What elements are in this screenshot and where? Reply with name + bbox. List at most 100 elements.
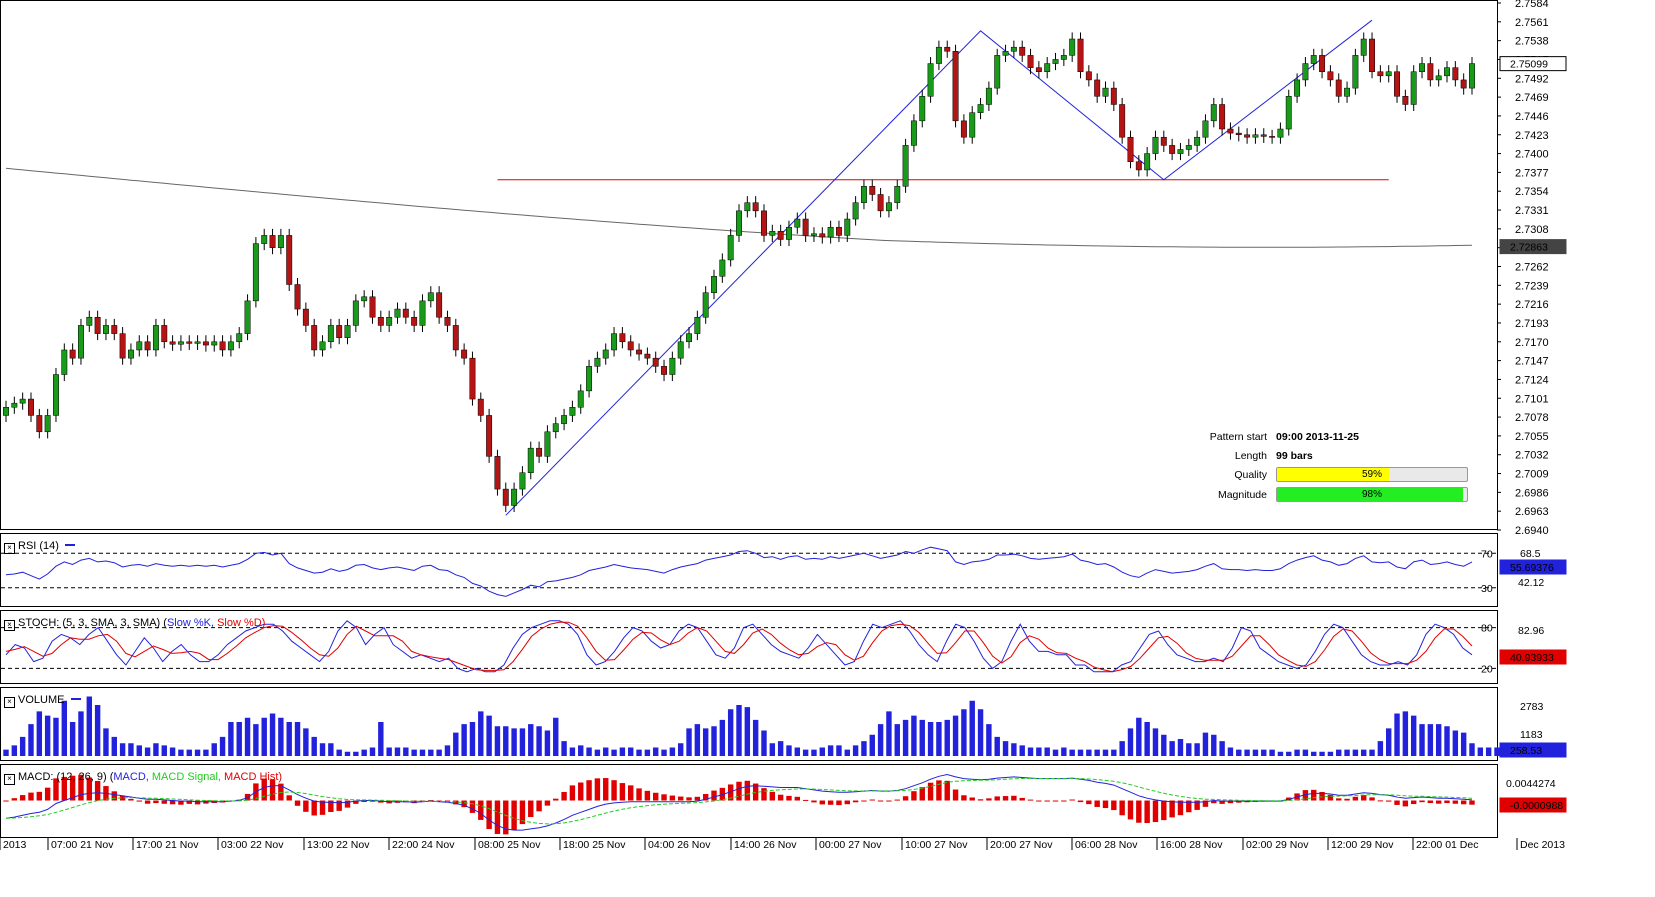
close-icon[interactable]: × xyxy=(4,620,15,631)
candle-body xyxy=(569,407,576,416)
quality-bar-fill xyxy=(1277,468,1390,481)
candle-body xyxy=(1169,145,1176,154)
volume-bar xyxy=(719,719,726,756)
volume-bar xyxy=(469,722,476,756)
macd-hist-bar xyxy=(644,790,651,801)
volume-bar xyxy=(644,749,651,756)
time-label: 22:00 24 Nov xyxy=(392,839,455,850)
rsi-panel xyxy=(0,533,1498,607)
quality-value: 59% xyxy=(1361,469,1382,480)
rsi-level-label: 30 xyxy=(1481,583,1493,595)
macd-hist-bar xyxy=(469,800,476,813)
candle-body xyxy=(1385,71,1392,77)
candle-body xyxy=(1419,63,1425,72)
quality-label: Quality xyxy=(1234,469,1267,481)
close-icon[interactable]: × xyxy=(4,697,15,708)
macd-hist-bar xyxy=(328,800,334,812)
volume-bar xyxy=(819,747,826,756)
macd-hist-bar xyxy=(769,791,776,801)
pattern-lines xyxy=(505,19,1373,516)
price-label: 2.7469 xyxy=(1515,92,1549,104)
rsi-lines: 70 30 68.5 42.12 xyxy=(1,546,1544,597)
candle-body xyxy=(619,333,626,343)
close-icon[interactable]: × xyxy=(4,774,15,785)
macd-hist-bar xyxy=(194,800,201,805)
length-label: Length xyxy=(1234,450,1267,462)
candle-body xyxy=(711,276,717,293)
candle-body xyxy=(552,423,559,433)
volume-bar xyxy=(211,743,217,756)
candle-body xyxy=(161,325,168,343)
volume-bar xyxy=(1469,743,1475,756)
macd-hist-bar xyxy=(977,799,984,801)
candle-body xyxy=(1435,75,1442,81)
price-label: 2.7239 xyxy=(1515,280,1549,292)
candle-body xyxy=(1027,55,1034,68)
pattern-start-value: 09:00 2013-11-25 xyxy=(1276,431,1359,443)
candle-body xyxy=(311,325,318,351)
time-label: 00:00 27 Nov xyxy=(819,839,882,850)
volume-bars: 2783 1183 xyxy=(3,696,1567,756)
candle-body xyxy=(561,415,568,424)
volume-bar xyxy=(303,728,309,756)
candle-body xyxy=(1452,67,1459,81)
close-icon[interactable]: × xyxy=(4,543,15,554)
volume-bar xyxy=(736,705,742,756)
candle-body xyxy=(827,226,834,238)
candle-body xyxy=(1302,63,1309,81)
candle-body xyxy=(669,357,676,375)
macd-hist-bar xyxy=(1227,800,1234,804)
candle-body xyxy=(377,316,384,326)
macd-hist-bar xyxy=(311,800,317,816)
macd-hist-bar xyxy=(919,787,925,801)
macd-open-paren: ( xyxy=(109,771,114,783)
volume-bar xyxy=(403,747,409,756)
macd-hist-bar xyxy=(1419,800,1425,803)
macd-signal-line xyxy=(5,777,1473,825)
macd-hist-bar xyxy=(1211,800,1217,804)
volume-bar xyxy=(386,747,392,756)
volume-bar xyxy=(1427,724,1434,756)
rsi-scale-label: 68.5 xyxy=(1520,548,1541,560)
candle-body xyxy=(969,112,976,138)
macd-hist-bar xyxy=(1435,800,1442,804)
candle-body xyxy=(386,316,393,326)
rsi-header: × RSI (14) xyxy=(4,540,76,554)
macd-hist-bar xyxy=(869,799,875,801)
macd-hist-bar xyxy=(186,800,192,804)
volume-bar xyxy=(844,749,850,756)
volume-title: VOLUME xyxy=(18,694,65,706)
candle-body xyxy=(236,333,243,343)
macd-hist-bar xyxy=(486,800,492,830)
price-label: 2.7262 xyxy=(1515,262,1549,274)
volume-bar xyxy=(586,747,592,756)
macd-hist-bar xyxy=(1069,799,1075,801)
volume-bar xyxy=(528,724,534,756)
volume-bar xyxy=(1261,749,1267,756)
candle-body xyxy=(1060,55,1067,60)
candle-body xyxy=(269,235,276,248)
macd-hist-bar xyxy=(877,800,884,802)
volume-bar xyxy=(744,707,751,756)
price-label: 2.7400 xyxy=(1515,149,1549,161)
macd-hist-bar xyxy=(503,800,509,835)
macd-hist-bar xyxy=(111,791,117,801)
volume-bar xyxy=(1119,741,1125,756)
candle-body xyxy=(752,202,759,212)
macd-hist-bar xyxy=(553,798,559,801)
volume-bar xyxy=(169,747,176,756)
volume-bar xyxy=(111,736,117,756)
volume-bar xyxy=(1402,711,1409,756)
volume-bar xyxy=(328,743,334,756)
macd-panel xyxy=(0,764,1498,838)
volume-bar xyxy=(711,726,717,756)
macd-hist-bar xyxy=(894,799,900,801)
volume-bar xyxy=(628,747,634,756)
macd-hist-bar xyxy=(1019,797,1025,801)
candle-body xyxy=(1219,104,1226,130)
volume-bar xyxy=(3,749,9,756)
volume-bar xyxy=(503,726,509,756)
price-label: 2.7423 xyxy=(1515,130,1549,142)
candle-body xyxy=(769,231,776,236)
macd-hist-bar xyxy=(461,800,467,808)
